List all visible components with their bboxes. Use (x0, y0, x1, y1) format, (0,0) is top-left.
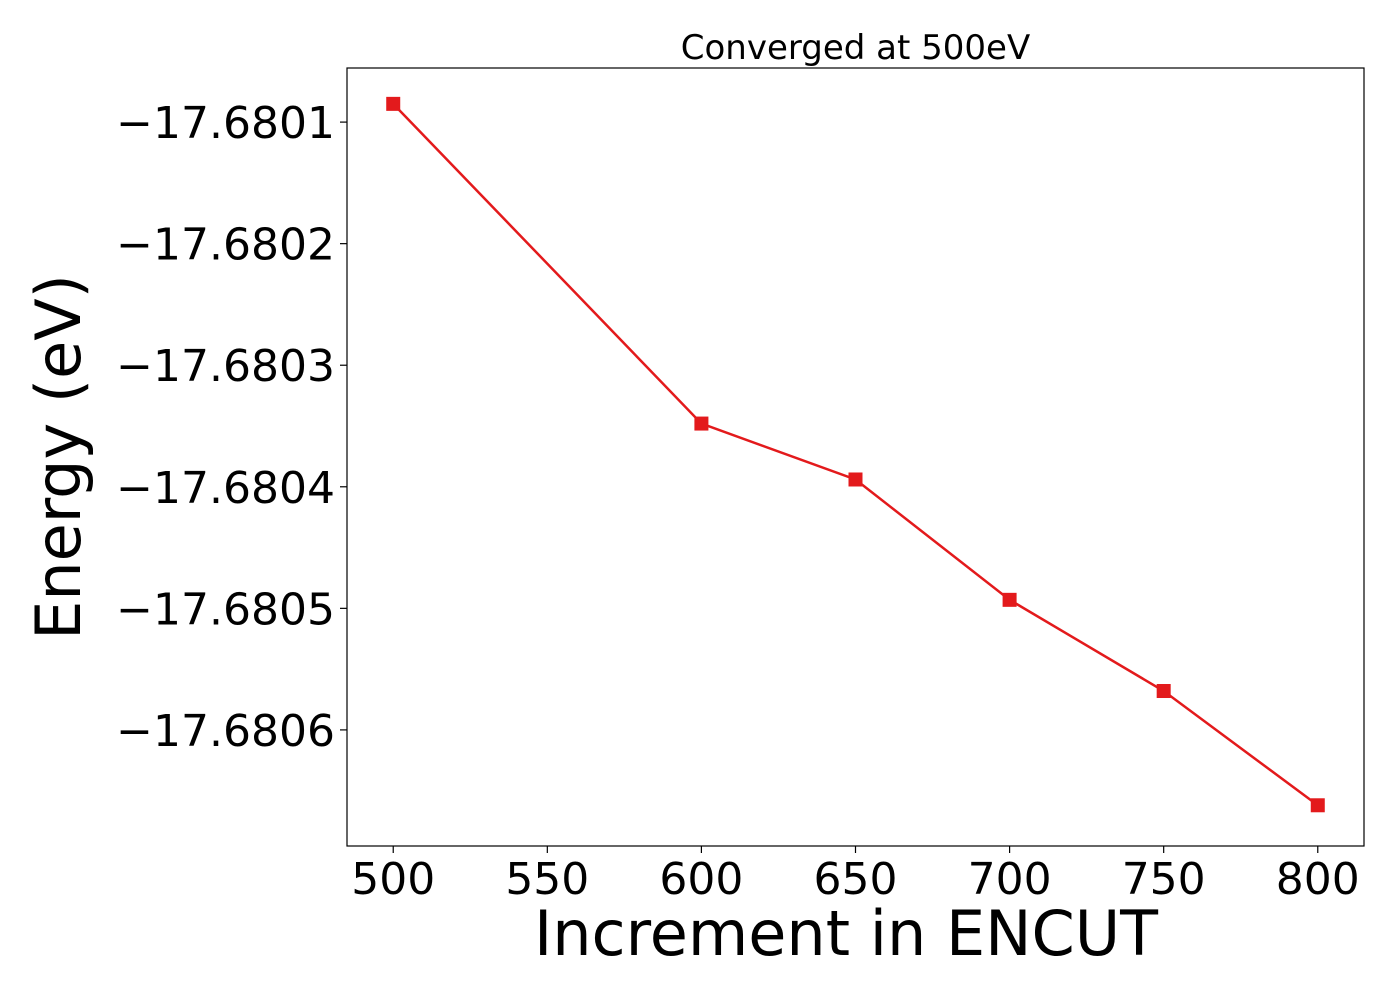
y-axis-ticks: −17.6801 −17.6802 −17.6803 −17.6804 −17.6805… (116, 98, 347, 757)
chart-title: Converged at 500eV (681, 28, 1030, 68)
x-axis-ticks: 500 550 600 650 700 750 800 (351, 846, 1360, 905)
series-line (392, 102, 1319, 807)
y-tick-label: −17.6804 (116, 463, 335, 514)
x-axis-label: Increment in ENCUT (534, 897, 1159, 970)
x-tick-label: 500 (351, 854, 435, 905)
data-point (1002, 592, 1017, 607)
y-tick-label: −17.6801 (116, 98, 335, 149)
x-tick-label: 650 (814, 854, 898, 905)
y-tick-label: −17.6803 (116, 341, 335, 392)
y-axis-label: Energy (eV) (22, 274, 95, 640)
plot-background (347, 68, 1364, 846)
x-tick-label: 700 (968, 854, 1052, 905)
y-tick-label: −17.6805 (116, 584, 335, 635)
data-point (694, 416, 709, 431)
y-tick-label: −17.6802 (116, 220, 335, 271)
x-tick-label: 600 (659, 854, 743, 905)
plot-frame (346, 67, 1365, 847)
x-tick-label: 550 (505, 854, 589, 905)
data-point (386, 96, 401, 111)
x-tick-label: 800 (1276, 854, 1360, 905)
series-markers (386, 96, 1325, 813)
y-tick-label: −17.6806 (116, 706, 335, 757)
data-point (1310, 798, 1325, 813)
x-tick-label: 750 (1122, 854, 1206, 905)
data-point (848, 472, 863, 487)
data-point (1156, 684, 1171, 699)
